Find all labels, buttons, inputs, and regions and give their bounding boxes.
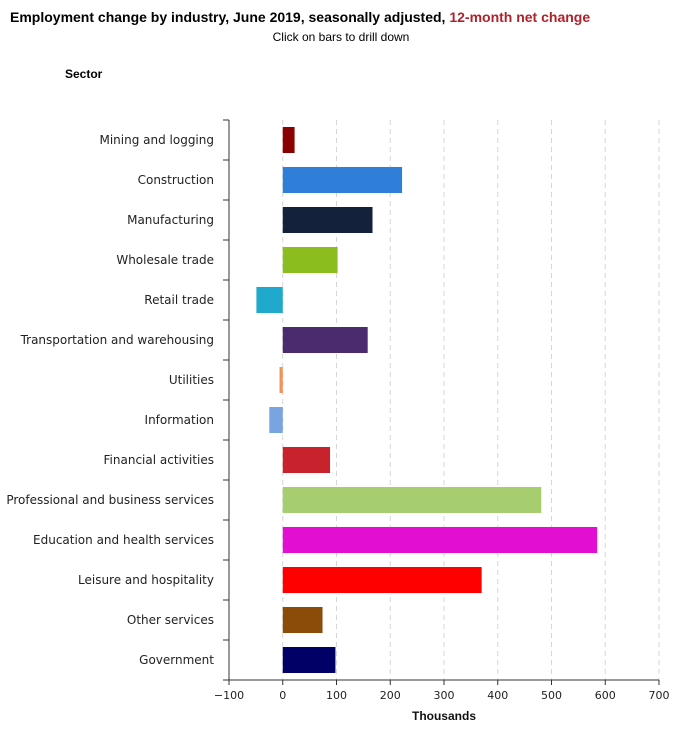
category-label: Financial activities bbox=[104, 453, 214, 467]
x-tick-label: −100 bbox=[214, 689, 244, 702]
x-tick-label: 400 bbox=[487, 689, 508, 702]
bar[interactable] bbox=[282, 527, 598, 553]
x-tick-label: 200 bbox=[380, 689, 401, 702]
category-label: Information bbox=[145, 413, 214, 427]
bars bbox=[256, 127, 598, 673]
x-tick-label: 300 bbox=[434, 689, 455, 702]
bar[interactable] bbox=[269, 407, 283, 433]
category-label: Government bbox=[139, 653, 214, 667]
category-label: Professional and business services bbox=[6, 493, 214, 507]
bar[interactable] bbox=[282, 327, 368, 353]
axes bbox=[223, 119, 660, 685]
category-label: Manufacturing bbox=[127, 213, 214, 227]
bar[interactable] bbox=[282, 487, 542, 513]
category-label: Wholesale trade bbox=[116, 253, 214, 267]
bar[interactable] bbox=[282, 207, 373, 233]
grid-lines bbox=[282, 120, 660, 680]
tick-labels: −100 0 100 200 300 400 500 600 700 bbox=[214, 689, 670, 702]
chart-title-main: Employment change by industry, June 2019… bbox=[10, 9, 446, 25]
category-label: Mining and logging bbox=[99, 133, 214, 147]
x-axis-title: Thousands bbox=[412, 709, 476, 723]
bar[interactable] bbox=[282, 567, 482, 593]
category-label: Transportation and warehousing bbox=[20, 333, 214, 347]
y-axis-heading: Sector bbox=[65, 67, 103, 81]
x-tick-label: 500 bbox=[541, 689, 562, 702]
chart-subtitle: Click on bars to drill down bbox=[272, 30, 410, 44]
bar[interactable] bbox=[282, 607, 323, 633]
category-label: Leisure and hospitality bbox=[78, 573, 214, 587]
category-label: Education and health services bbox=[33, 533, 214, 547]
chart-title: Employment change by industry, June 2019… bbox=[10, 9, 590, 25]
bar[interactable] bbox=[279, 367, 283, 393]
category-label: Retail trade bbox=[144, 293, 214, 307]
bar[interactable] bbox=[282, 167, 403, 193]
category-label: Construction bbox=[138, 173, 214, 187]
x-tick-label: 100 bbox=[326, 689, 347, 702]
bar[interactable] bbox=[282, 647, 336, 673]
x-tick-label: 0 bbox=[279, 689, 286, 702]
category-labels: Mining and logging Construction Manufactur… bbox=[6, 133, 214, 667]
category-label: Utilities bbox=[169, 373, 214, 387]
x-tick-label: 600 bbox=[595, 689, 616, 702]
bar[interactable] bbox=[282, 447, 331, 473]
x-tick-label: 700 bbox=[649, 689, 670, 702]
category-label: Other services bbox=[127, 613, 214, 627]
chart-title-accent: 12-month net change bbox=[449, 9, 591, 25]
bar[interactable] bbox=[256, 287, 283, 313]
bar[interactable] bbox=[282, 127, 295, 153]
bar[interactable] bbox=[282, 247, 338, 273]
